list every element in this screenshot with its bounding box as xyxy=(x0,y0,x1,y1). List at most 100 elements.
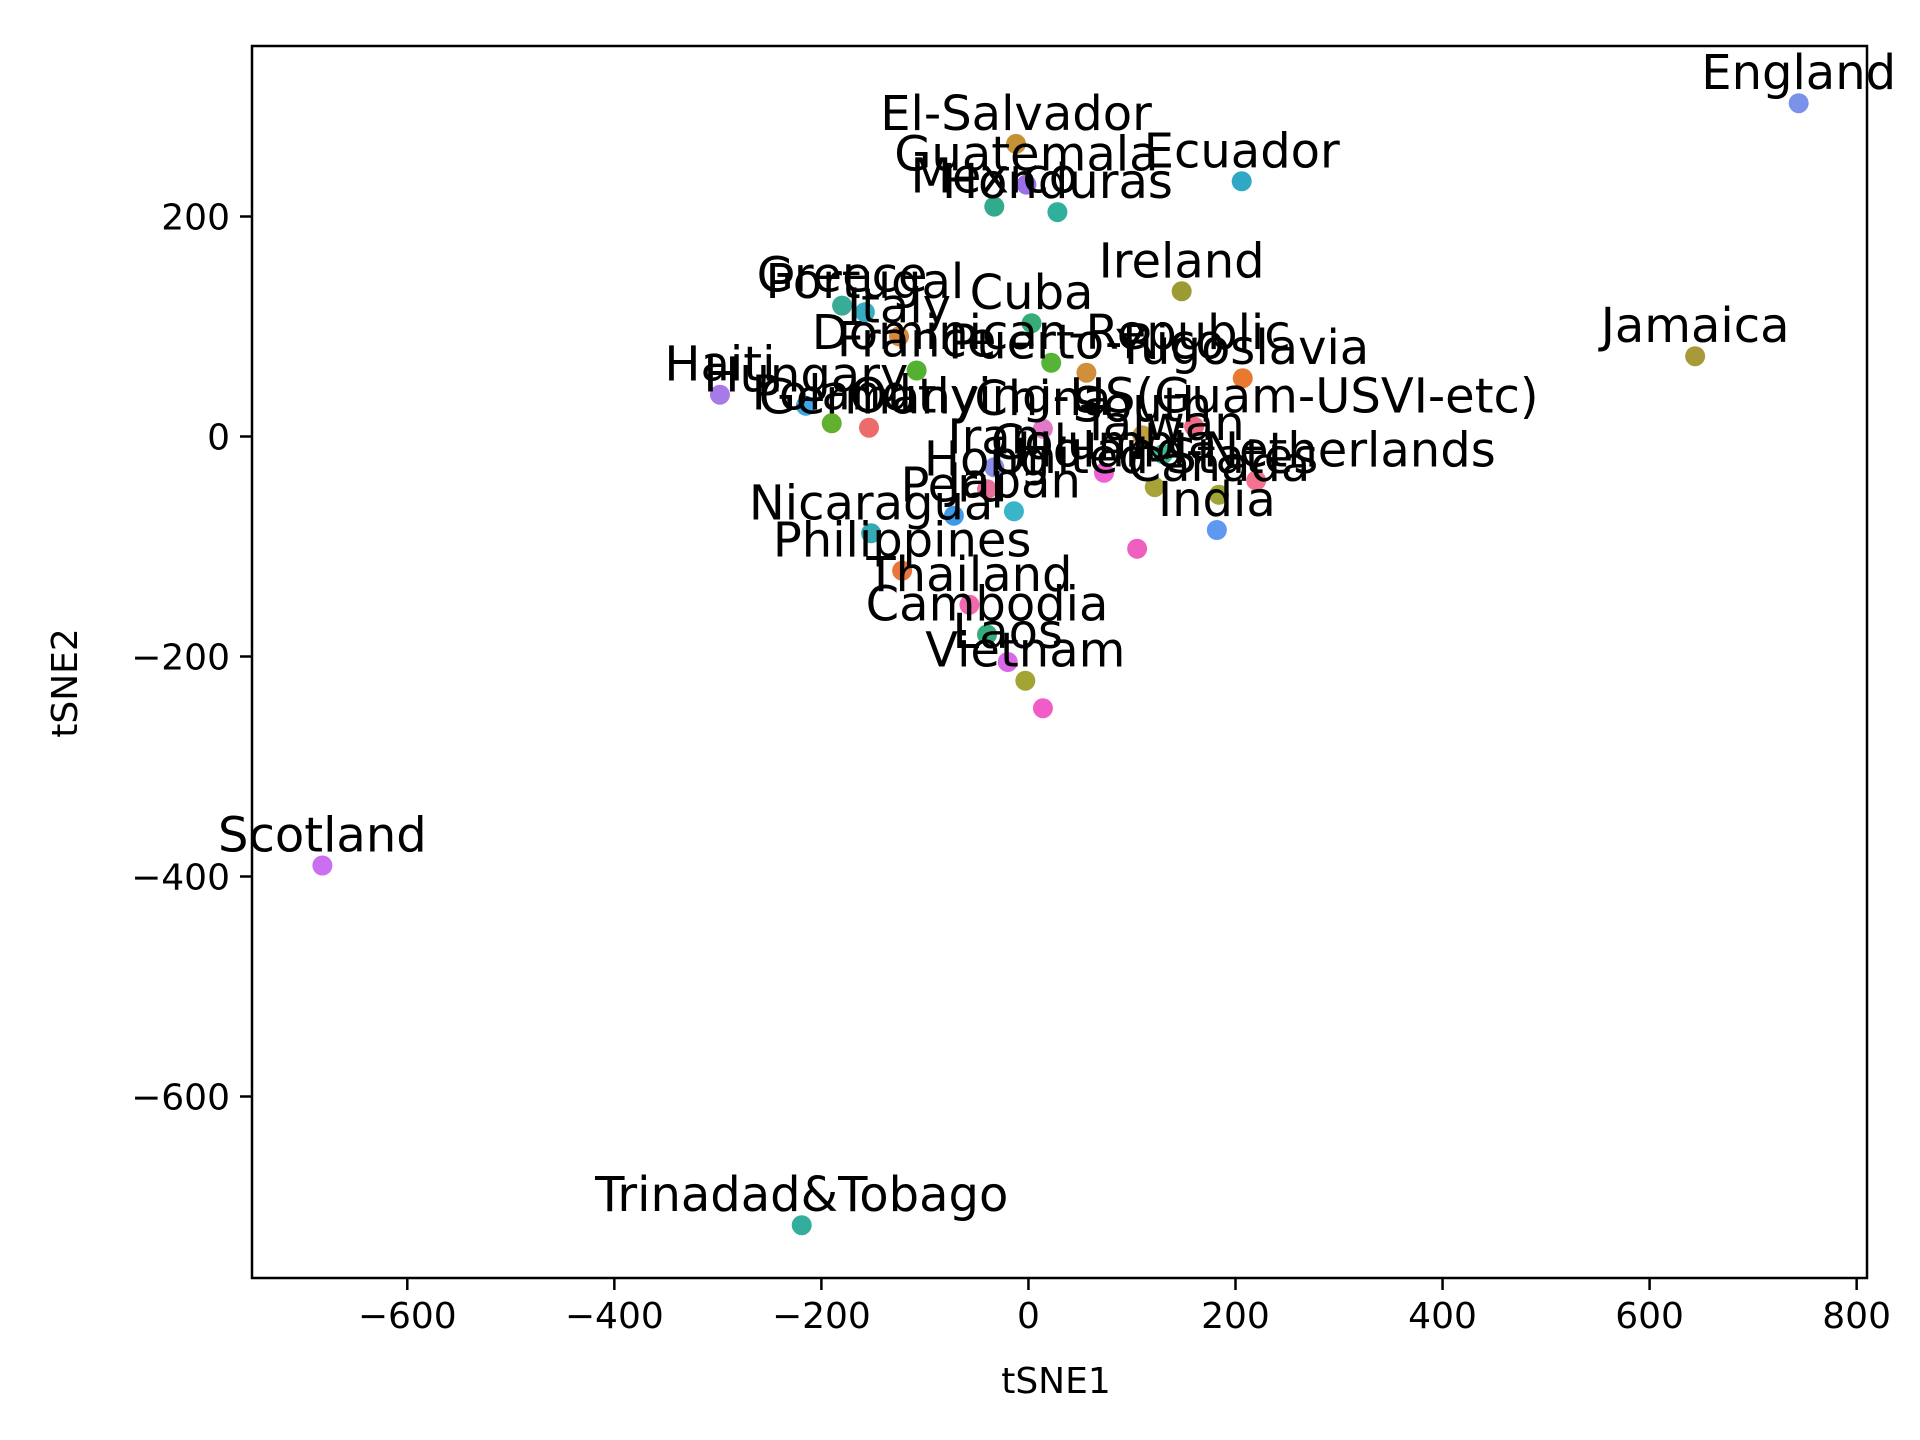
point-label: France xyxy=(837,313,997,369)
data-point xyxy=(832,295,853,316)
x-tick-label: −600 xyxy=(358,1296,457,1337)
point-label: Laos xyxy=(952,604,1063,660)
data-point xyxy=(1232,368,1253,389)
point-label: Taiwan xyxy=(1080,396,1244,452)
data-point xyxy=(977,624,998,645)
point-label: Jamaica xyxy=(1598,298,1790,354)
x-tick-label: 800 xyxy=(1822,1296,1891,1337)
point-label: Outlying-US(Guam-USVI-etc) xyxy=(850,369,1539,425)
data-point xyxy=(1132,425,1153,446)
point-label: Portugal xyxy=(765,254,964,310)
point-label: India xyxy=(1158,472,1276,528)
point-label: Honduras xyxy=(942,154,1173,210)
data-point xyxy=(1208,484,1229,505)
point-label: Cambodia xyxy=(866,577,1109,633)
point-label: Trinadad&Tobago xyxy=(594,1167,1008,1223)
data-point xyxy=(984,457,1005,478)
point-label: Thailand xyxy=(865,547,1072,603)
data-point xyxy=(854,302,875,323)
data-point xyxy=(984,196,1005,217)
x-tick-label: 400 xyxy=(1408,1296,1477,1337)
point-label: Guatemala xyxy=(894,127,1158,183)
data-point xyxy=(889,326,910,347)
data-point xyxy=(1127,538,1148,559)
x-tick-label: 200 xyxy=(1201,1296,1270,1337)
y-tick-label: −600 xyxy=(131,1078,230,1119)
x-tick-label: 600 xyxy=(1615,1296,1684,1337)
point-label: Yugoslavia xyxy=(1115,320,1369,376)
data-point xyxy=(1144,477,1165,498)
point-label: Haiti xyxy=(664,337,775,393)
data-point xyxy=(997,652,1018,672)
data-point xyxy=(1021,313,1042,334)
x-tick-label: 0 xyxy=(1017,1296,1040,1337)
plot-area: England El-SalvadorEcuadorGuatemalaMexico… xyxy=(218,45,1896,1236)
point-label: Philippines xyxy=(773,513,1032,569)
point-label: Ireland xyxy=(1099,233,1265,289)
data-point xyxy=(1032,418,1053,439)
data-point xyxy=(791,1215,812,1236)
point-label: Holand-Netherlands xyxy=(1017,423,1496,479)
data-point xyxy=(821,413,842,434)
y-axis-label: tSNE2 xyxy=(45,628,86,738)
y-tick-label: 0 xyxy=(207,418,230,459)
point-label: Puerto-Rico xyxy=(948,315,1225,371)
data-point xyxy=(1032,698,1053,719)
data-point xyxy=(1015,670,1036,691)
point-label: Italy xyxy=(847,278,951,334)
data-point xyxy=(861,523,882,544)
point-label: Germany xyxy=(759,370,980,426)
point-label: Cuba xyxy=(970,265,1094,321)
data-point xyxy=(1016,174,1037,195)
point-label: Peru xyxy=(900,458,1007,514)
point-label: China xyxy=(974,371,1111,427)
y-tick-label: −400 xyxy=(131,858,230,899)
point-label: Greece xyxy=(757,248,928,304)
data-point xyxy=(892,560,913,581)
data-point xyxy=(906,360,927,381)
data-point xyxy=(1788,93,1809,114)
point-label: Columbia xyxy=(991,415,1218,471)
x-tick-label: −200 xyxy=(772,1296,871,1337)
data-point xyxy=(977,479,998,500)
data-point xyxy=(1246,470,1267,491)
data-point xyxy=(1003,501,1024,522)
data-point xyxy=(795,395,816,416)
point-label: Poland xyxy=(752,365,912,421)
point-label: Dominican-Republic xyxy=(812,305,1291,361)
data-point xyxy=(1184,416,1205,437)
plot-frame xyxy=(250,44,1869,1280)
data-point xyxy=(1171,281,1192,302)
data-point xyxy=(1006,133,1027,154)
point-label: Hungary xyxy=(703,348,908,404)
point-label: El-Salvador xyxy=(880,86,1152,142)
data-point xyxy=(1041,352,1062,373)
point-label: Canada xyxy=(1128,437,1311,493)
point-label: United-States xyxy=(991,429,1318,485)
data-point xyxy=(1231,171,1252,192)
point-label: Japan xyxy=(944,453,1081,509)
data-point xyxy=(959,594,980,615)
point-label: Iran xyxy=(947,409,1041,465)
data-point xyxy=(943,505,964,526)
point-label: Ecuador xyxy=(1144,123,1340,179)
point-label: Nicaragua xyxy=(749,475,994,531)
point-label: Hong xyxy=(924,431,1050,487)
data-point xyxy=(1094,462,1115,483)
y-tick-label: −200 xyxy=(131,638,230,679)
y-tick-label: 200 xyxy=(161,198,230,239)
point-label: England xyxy=(1701,45,1896,101)
x-axis-label: tSNE1 xyxy=(1001,1361,1111,1402)
point-label: South xyxy=(1073,377,1213,433)
data-point xyxy=(1685,346,1706,367)
data-point xyxy=(1153,444,1174,465)
x-tick-label: −400 xyxy=(565,1296,664,1337)
point-label: Mexico xyxy=(910,149,1078,205)
point-label: Scotland xyxy=(218,808,427,864)
data-point xyxy=(1047,202,1068,223)
data-point xyxy=(1206,520,1227,540)
axes: −600 −400 −200 0 200 400 600 800 −600 −400 −200 0 20… xyxy=(131,44,1891,1337)
data-point xyxy=(859,417,880,438)
data-point xyxy=(312,855,333,876)
